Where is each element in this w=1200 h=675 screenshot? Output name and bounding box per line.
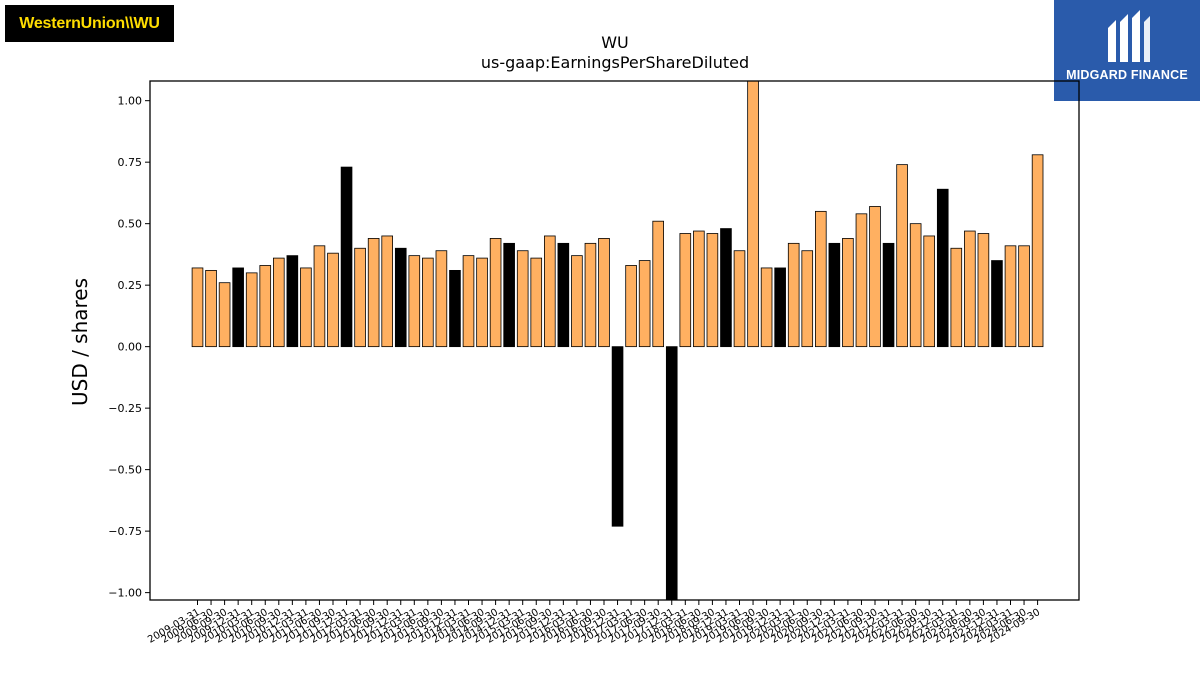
- bar-2009-09-30: [218, 282, 231, 348]
- y-axis-label: USD / shares: [68, 278, 92, 406]
- bar-2016-03-31: [571, 255, 583, 348]
- bar-2011-03-31: [300, 267, 312, 348]
- bar-2020-03-31: [787, 242, 800, 348]
- y-tick-label: −0.75: [108, 525, 142, 538]
- y-tick-label: 0.75: [118, 156, 143, 169]
- bar-2012-06-30: [367, 238, 380, 348]
- bar-2010-09-30: [272, 257, 285, 348]
- bar-2022-09-30: [923, 235, 935, 348]
- bar-2019-03-31: [733, 250, 746, 348]
- bar-2017-12-31: [665, 346, 678, 601]
- bar-2022-03-31: [896, 164, 908, 348]
- bar-2021-03-31: [842, 238, 854, 348]
- chart-title: WU: [601, 33, 629, 52]
- bar-2018-06-30: [693, 230, 705, 348]
- bar-2013-06-30: [422, 257, 434, 348]
- bar-2020-12-31: [828, 242, 841, 348]
- bar-2017-06-30: [638, 260, 651, 348]
- bar-2024-03-31: [1004, 245, 1017, 348]
- midgard-finance-logo-text: MIDGARD FINANCE: [1066, 68, 1188, 82]
- bar-2009-12-31: [232, 267, 244, 348]
- bars-group: [191, 80, 1044, 601]
- bar-2015-06-30: [530, 257, 543, 348]
- y-tick-label: −1.00: [108, 587, 142, 600]
- western-union-logo-text: WesternUnion\\WU: [19, 14, 160, 32]
- bar-2015-12-31: [557, 242, 570, 348]
- bar-2011-09-30: [327, 252, 339, 348]
- bar-2020-09-30: [815, 210, 827, 348]
- y-tick-label: 0.50: [118, 218, 143, 231]
- bar-2016-06-30: [584, 242, 597, 348]
- bar-2014-03-31: [462, 255, 475, 348]
- bar-2017-09-30: [652, 220, 664, 348]
- bar-2022-12-31: [936, 188, 949, 348]
- bar-2024-06-30: [1018, 245, 1030, 348]
- bar-2019-09-30: [760, 267, 773, 348]
- bar-2023-09-30: [977, 233, 990, 348]
- bar-2011-06-30: [313, 245, 326, 348]
- bar-2023-06-30: [964, 230, 976, 348]
- bar-2024-09-30: [1031, 154, 1044, 348]
- bar-2010-03-31: [245, 272, 258, 348]
- bar-2022-06-30: [909, 223, 922, 348]
- bar-2018-12-31: [720, 228, 732, 348]
- bar-2014-06-30: [476, 257, 488, 348]
- bar-2014-12-31: [503, 242, 515, 348]
- bar-2019-06-30: [747, 80, 759, 348]
- bar-2015-03-31: [516, 250, 529, 348]
- bar-2012-09-30: [381, 235, 393, 348]
- bar-2013-12-31: [449, 269, 461, 348]
- bar-2023-12-31: [991, 260, 1003, 348]
- x-axis-ticks: 2009-03-312009-06-302009-09-302009-12-31…: [146, 600, 1042, 646]
- bar-2020-06-30: [801, 250, 814, 348]
- bar-2011-12-31: [340, 166, 353, 348]
- bar-2015-09-30: [544, 235, 556, 348]
- bar-2021-09-30: [869, 206, 881, 348]
- bar-2012-03-31: [354, 247, 366, 348]
- y-tick-label: 0.25: [118, 279, 143, 292]
- midgard-finance-logo: MIDGARD FINANCE: [1054, 0, 1200, 101]
- bar-2012-12-31: [394, 247, 407, 348]
- y-axis-ticks: 1.00 0.75 0.50 0.25 0.00 −0.25 −0.50 −0.75 −1.00: [108, 95, 150, 600]
- bar-2013-09-30: [435, 250, 448, 348]
- bar-2016-09-30: [598, 238, 610, 348]
- y-tick-label: −0.25: [108, 402, 142, 415]
- bar-2019-12-31: [774, 267, 786, 348]
- bar-2009-03-31: [191, 267, 204, 348]
- bar-2021-06-30: [855, 213, 868, 348]
- bar-2023-03-31: [950, 247, 963, 348]
- bar-2018-03-31: [679, 233, 692, 348]
- bar-2016-12-31: [611, 346, 624, 527]
- bar-2017-03-31: [625, 265, 637, 348]
- y-tick-label: −0.50: [108, 464, 142, 477]
- western-union-logo: WesternUnion\\WU: [5, 5, 174, 42]
- y-tick-label: 1.00: [118, 95, 143, 108]
- bar-2021-12-31: [882, 242, 895, 348]
- bar-2010-06-30: [259, 265, 272, 348]
- midgard-finance-emblem-icon: [1108, 10, 1150, 62]
- plot-frame: [149, 80, 1080, 601]
- y-tick-label: 0.00: [118, 341, 143, 354]
- bar-2010-12-31: [286, 255, 299, 348]
- bar-2009-06-30: [205, 269, 217, 348]
- bar-2018-09-30: [706, 233, 719, 348]
- chart-subtitle: us-gaap:EarningsPerShareDiluted: [481, 53, 749, 72]
- bar-2014-09-30: [489, 238, 502, 348]
- bar-2013-03-31: [408, 255, 421, 348]
